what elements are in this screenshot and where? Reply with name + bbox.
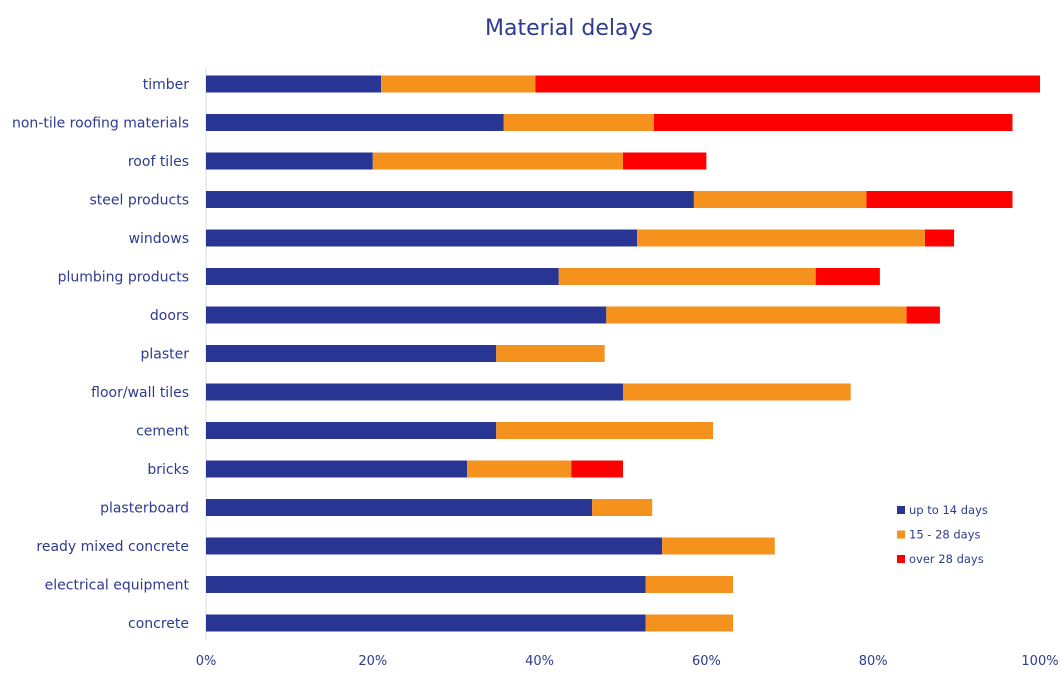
category-label: roof tiles (128, 154, 189, 170)
category-labels: timber non-tile roofing materials roof til… (12, 77, 190, 632)
chart-title: Material delays (485, 16, 653, 41)
bar-segment (206, 191, 694, 208)
legend-swatch (897, 555, 905, 563)
legend-label: 15 - 28 days (909, 528, 981, 542)
bar-segment (592, 499, 653, 516)
bar-segment (206, 422, 497, 439)
bar-segment (206, 460, 468, 478)
bar-segment (206, 537, 663, 555)
category-label: windows (129, 231, 189, 247)
category-label: timber (143, 77, 190, 93)
bar-segment (623, 383, 851, 401)
bar-segment (623, 152, 707, 170)
bar-segment (606, 306, 907, 324)
category-label: ready mixed concrete (36, 539, 189, 555)
bar-segment (906, 306, 940, 324)
bar-segment (815, 268, 880, 285)
x-tick-label: 100% (1021, 654, 1058, 669)
x-tick-label: 60% (692, 654, 721, 669)
bar-segment (206, 229, 638, 247)
category-label: non-tile roofing materials (12, 116, 189, 132)
category-label: floor/wall tiles (91, 385, 189, 401)
bar-segment (571, 460, 623, 478)
bar-group (206, 75, 1040, 632)
bar-segment (206, 345, 497, 362)
category-label: doors (150, 308, 189, 324)
category-label: cement (136, 424, 189, 440)
legend-swatch (897, 530, 905, 539)
bar-segment (645, 576, 734, 593)
bar-segment (206, 114, 504, 131)
bar-segment (653, 114, 1013, 131)
bar-segment (206, 306, 607, 324)
bar-segment (206, 152, 373, 170)
category-label: plasterboard (100, 501, 189, 517)
bar-segment (535, 75, 1040, 93)
x-tick-label: 20% (358, 654, 387, 669)
legend: up to 14 days 15 - 28 days over 28 days (897, 503, 988, 566)
x-tick-labels: 0% 20% 40% 60% 80% 100% (196, 654, 1059, 669)
category-label: bricks (147, 462, 189, 478)
bar-segment (645, 614, 734, 632)
bar-segment (206, 75, 382, 93)
bar-segment (503, 114, 654, 131)
legend-label: over 28 days (909, 552, 984, 566)
bar-segment (496, 422, 714, 439)
bar-segment (206, 383, 623, 401)
category-label: plaster (140, 347, 189, 363)
category-label: concrete (128, 616, 189, 632)
bar-segment (206, 576, 646, 593)
bar-segment (381, 75, 536, 93)
bar-segment (206, 614, 646, 632)
bar-segment (558, 268, 816, 285)
x-tick-label: 40% (525, 654, 554, 669)
bar-segment (372, 152, 623, 170)
bar-segment (662, 537, 775, 555)
bar-segment (467, 460, 572, 478)
bar-segment (496, 345, 605, 362)
bar-segment (206, 268, 559, 285)
legend-swatch (897, 506, 905, 514)
x-tick-label: 0% (196, 654, 217, 669)
category-label: steel products (90, 193, 190, 209)
x-tick-label: 80% (859, 654, 888, 669)
bar-segment (693, 191, 867, 208)
legend-label: up to 14 days (909, 503, 988, 517)
bar-segment (206, 499, 593, 516)
bar-segment (866, 191, 1013, 208)
category-label: plumbing products (58, 270, 189, 286)
bar-segment (924, 229, 955, 247)
category-label: electrical equipment (45, 578, 190, 594)
bar-segment (637, 229, 925, 247)
